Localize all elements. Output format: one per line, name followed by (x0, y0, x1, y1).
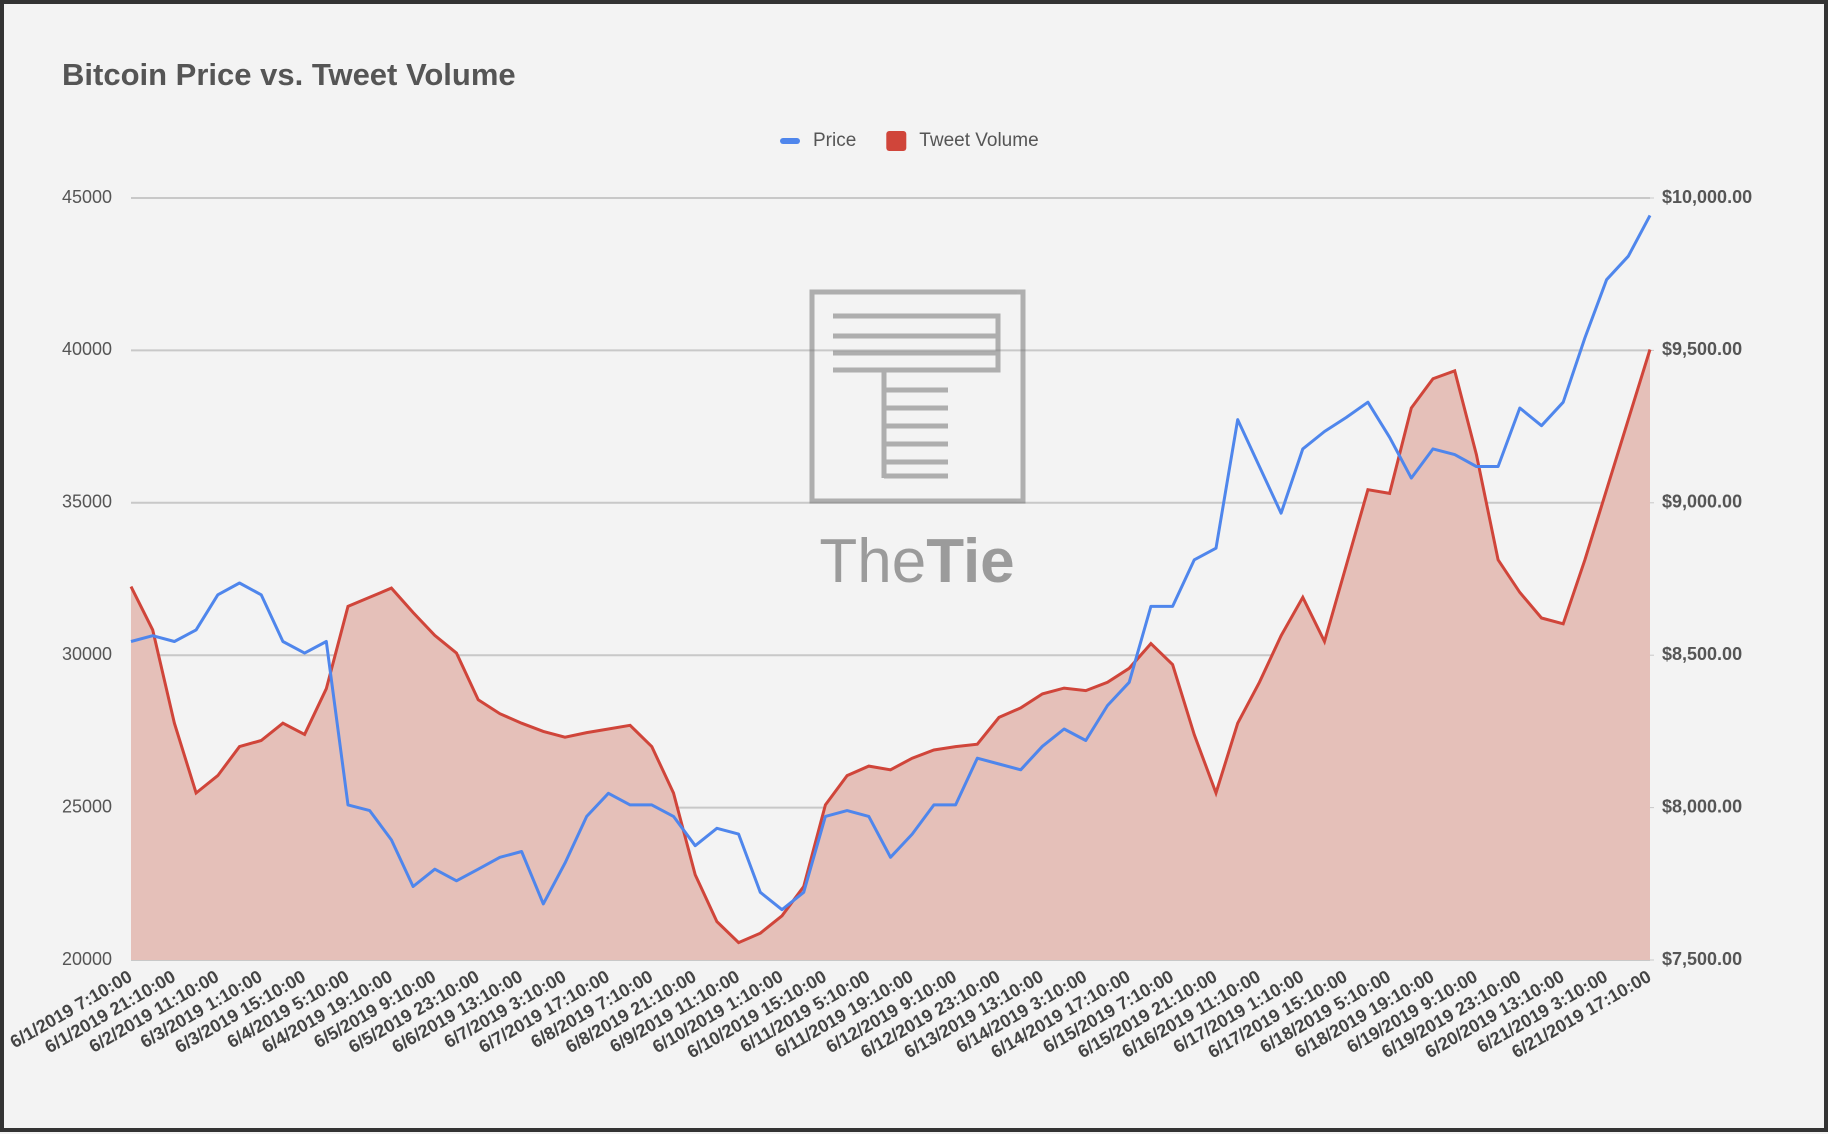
price-line (130, 214, 1652, 912)
y-tick-label: 25000 (62, 796, 112, 816)
logo-glyph (833, 313, 1001, 479)
chart-title: Bitcoin Price vs. Tweet Volume (62, 57, 516, 92)
logo-box (809, 289, 1026, 504)
y2-tick-label: $7,500.00 (1662, 949, 1742, 969)
y2-tick-label: $8,500.00 (1662, 644, 1742, 664)
y-tick-label: 40000 (62, 339, 112, 359)
y2-tick-label: $9,000.00 (1662, 492, 1742, 512)
watermark-light: The (819, 527, 926, 596)
watermark-text: TheTie (819, 527, 1014, 596)
legend: Price Tweet Volume (780, 130, 1039, 151)
watermark: TheTie (809, 289, 1026, 596)
watermark-bold: Tie (926, 527, 1014, 596)
y-tick-label: 45000 (62, 187, 112, 207)
y2-tick-label: $10,000.00 (1662, 187, 1752, 207)
legend-label: Price (813, 130, 856, 151)
legend-swatch (780, 138, 800, 144)
y-tick-label: 35000 (62, 492, 112, 512)
legend-swatch (886, 131, 907, 151)
area (131, 349, 1650, 960)
y-tick-label: 20000 (62, 949, 112, 969)
area-line (129, 349, 1652, 945)
y2-tick-label: $8,000.00 (1662, 796, 1742, 816)
plot: 20000 25000 30000 35000 40000 45000 $7,500.00 $… (7, 130, 1752, 1062)
y-tick-label: 30000 (62, 644, 112, 664)
legend-label: Tweet Volume (919, 130, 1038, 151)
y2-tick-label: $9,500.00 (1662, 339, 1742, 359)
